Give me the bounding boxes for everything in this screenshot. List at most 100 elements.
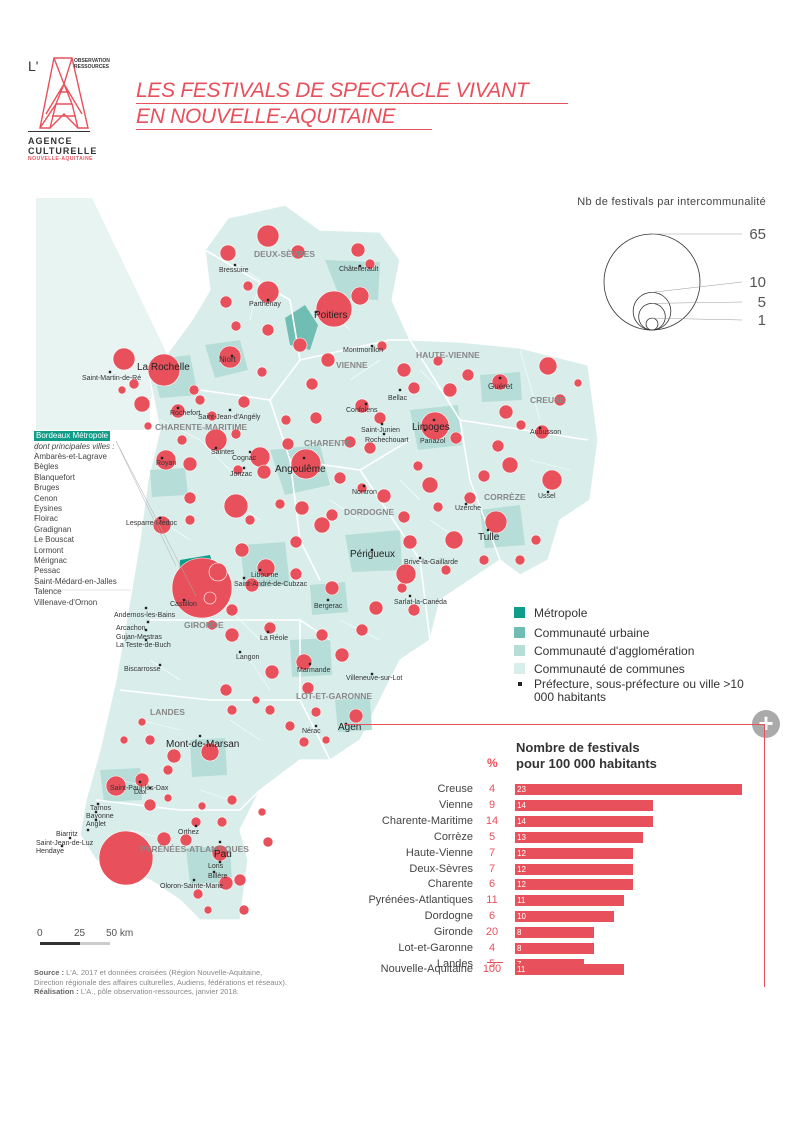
festival-bubble (305, 377, 319, 391)
festival-bubble (166, 748, 182, 764)
festival-bubble (194, 394, 206, 406)
festival-bubble (262, 836, 274, 848)
festival-bubble (432, 355, 444, 367)
city-marker (266, 630, 270, 634)
dept-label-charente: CHARENTE (304, 438, 352, 448)
metropole-city: Talence (34, 587, 62, 597)
city-label: Saint-Junien (361, 427, 400, 434)
festival-bubble (233, 873, 247, 887)
festival-bubble (440, 564, 452, 576)
bar-row-pct: 5 (488, 957, 496, 970)
city-marker (258, 568, 262, 572)
bar-row-value: 14 (517, 816, 526, 826)
festival-bubble (484, 510, 508, 534)
metropole-box-subtitle: dont principales villes : (34, 442, 115, 451)
city-marker (248, 450, 252, 454)
logo (26, 44, 116, 174)
festival-bubble (203, 905, 213, 915)
city-marker (108, 370, 112, 374)
city-marker (94, 810, 98, 814)
city-marker (370, 344, 374, 348)
festival-bubble (117, 385, 127, 395)
bar-row-pct: 6 (488, 910, 496, 923)
festival-bubble (256, 464, 272, 480)
city-marker (432, 418, 436, 422)
festival-bubble (251, 695, 261, 705)
city-marker (302, 456, 306, 460)
festival-bubble (200, 742, 220, 762)
bar-row-name: Charente-Maritime (381, 814, 473, 827)
city-label: Rochefort (170, 410, 200, 417)
festival-bubble (219, 295, 233, 309)
bar-chart-pct-header: % (487, 756, 498, 770)
city-marker (464, 502, 468, 506)
bar-row-value: 12 (517, 848, 526, 858)
type-legend-label: Préfecture, sous-préfecture ou ville >10… (534, 677, 744, 704)
metropole-city: Saint-Médard-en-Jalles (34, 576, 117, 586)
type-legend-swatch (514, 663, 525, 674)
bar-row-name: Haute-Vienne (405, 846, 473, 859)
city-label: Nontron (352, 489, 377, 496)
map-labels: DEUX-SÈVRES VIENNE HAUTE-VIENNE CREUSE C… (137, 249, 566, 860)
city-marker (266, 298, 270, 302)
city-poitiers: Poitiers (314, 310, 347, 321)
city-label: Panazol (420, 438, 446, 445)
bar-row-value: 8 (517, 944, 522, 953)
bar-row-pct: 20 (485, 926, 499, 939)
bar-row-value: 13 (517, 832, 526, 842)
metropole-city: Le Bouscat (34, 535, 75, 545)
bar-row-bar: 14 (515, 799, 654, 811)
festival-bubble (218, 875, 234, 891)
city-marker (538, 426, 542, 430)
festival-bubble (284, 720, 296, 732)
city-label: Libourne (251, 572, 278, 579)
logo-letter: L' (28, 58, 39, 74)
festival-bubble (128, 378, 140, 390)
bar-chart-separator (487, 962, 503, 963)
city-label: Parthenay (249, 301, 281, 308)
city-tulle: Tulle (478, 532, 500, 543)
festival-bubble (105, 775, 127, 797)
bar-row-bar: 13 (515, 831, 644, 843)
logo-observation: OBSERVATION RESSOURCES (74, 58, 110, 70)
festival-bubble (206, 410, 218, 422)
festival-bubble (478, 554, 490, 566)
festival-bubble (230, 428, 242, 440)
city-label: Saintes (211, 449, 235, 456)
city-marker (158, 516, 162, 520)
bar-row-value: 11 (517, 896, 526, 906)
festival-bubble (184, 514, 196, 526)
festival-bubble (298, 736, 310, 748)
festival-bubble (442, 382, 458, 398)
city-label: Andernos-les-Bains (114, 612, 176, 619)
city-marker (370, 548, 374, 552)
city-marker (192, 878, 196, 882)
festival-bubble (376, 488, 392, 504)
city-marker (144, 606, 148, 610)
festival-bubble (226, 794, 238, 806)
bar-row-name: Dordogne (424, 910, 473, 923)
festival-bubble (376, 340, 388, 352)
metropole-city: Mérignac (34, 556, 67, 566)
size-legend-circle (632, 291, 672, 331)
size-legend: 65 10 51 (603, 226, 766, 331)
city-label: Castillon (170, 601, 197, 608)
festival-bubble (206, 619, 218, 631)
city-perigueux: Périgueux (350, 549, 395, 560)
festival-bubble (573, 378, 583, 388)
city-label: Rochechouart (365, 437, 409, 444)
metropole-box-title: Bordeaux Métropole (34, 431, 111, 441)
city-marker (364, 402, 368, 406)
type-legend-label: Communauté de communes (534, 662, 685, 676)
city-limoges: Limoges (412, 422, 450, 433)
city-label: Villeneuve-sur-Lot (346, 675, 402, 682)
dept-label-vienne: VIENNE (336, 360, 368, 370)
festival-bubble (224, 627, 240, 643)
city-marker (308, 662, 312, 666)
festival-bubble (324, 580, 340, 596)
title-underline-1 (136, 103, 568, 104)
metropole-city: Floirac (34, 514, 59, 524)
size-legend-leader (651, 317, 743, 321)
city-label: La Réole (260, 635, 288, 642)
scale-bar (40, 942, 140, 946)
